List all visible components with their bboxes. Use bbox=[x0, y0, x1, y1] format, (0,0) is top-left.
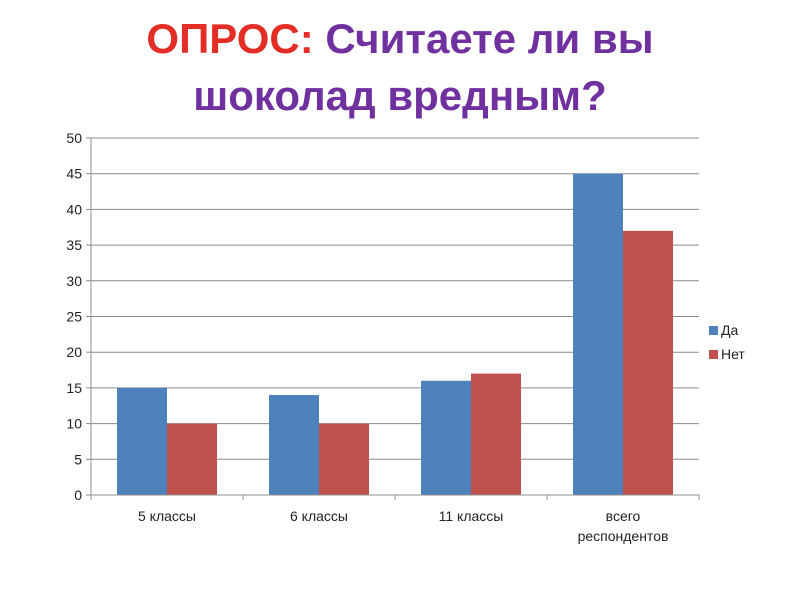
y-tick-label: 5 bbox=[74, 451, 82, 467]
x-tick-label: всего респондентов bbox=[578, 508, 669, 544]
axes bbox=[86, 137, 700, 500]
y-tick-label: 40 bbox=[66, 201, 82, 217]
title-line-1-text: Считаете ли вы bbox=[325, 15, 654, 62]
bar-no-3 bbox=[623, 230, 673, 495]
legend-swatch-yes bbox=[709, 326, 718, 335]
y-tick-label: 50 bbox=[66, 130, 82, 146]
y-tick-label: 20 bbox=[66, 344, 82, 360]
title-prefix: ОПРОС: bbox=[146, 15, 314, 62]
y-axis-tick-labels: 0 5 10 15 20 25 30 35 40 45 50 bbox=[66, 130, 82, 503]
y-tick-label: 30 bbox=[66, 273, 82, 289]
legend-label-no: Нет bbox=[721, 346, 745, 362]
x-tick-label: 6 классы bbox=[290, 508, 348, 524]
legend: Да Нет bbox=[709, 322, 745, 362]
y-tick-label: 35 bbox=[66, 237, 82, 253]
bar-yes-0 bbox=[117, 387, 167, 495]
y-tick-label: 10 bbox=[66, 416, 82, 432]
bars bbox=[117, 173, 673, 495]
bar-yes-3 bbox=[573, 173, 623, 495]
legend-label-yes: Да bbox=[721, 322, 738, 338]
y-tick-label: 25 bbox=[66, 309, 82, 325]
x-tick-label: 11 классы bbox=[439, 508, 504, 524]
x-tick-label: 5 классы bbox=[138, 508, 196, 524]
legend-swatch-no bbox=[709, 350, 718, 359]
bar-no-2 bbox=[471, 373, 521, 495]
slide-title: ОПРОС: Считаете ли вы шоколад вредным? bbox=[0, 10, 800, 124]
title-line-2: шоколад вредным? bbox=[193, 72, 607, 119]
y-tick-label: 0 bbox=[74, 487, 82, 503]
title-line-1: ОПРОС: Считаете ли вы bbox=[0, 10, 800, 67]
x-axis-tick-labels: 5 классы 6 классы 11 классы всего респондент… bbox=[138, 508, 668, 544]
bar-yes-1 bbox=[269, 395, 319, 495]
bar-yes-2 bbox=[421, 380, 471, 495]
bar-no-0 bbox=[167, 423, 217, 495]
y-tick-label: 45 bbox=[66, 166, 82, 182]
y-tick-label: 15 bbox=[66, 380, 82, 396]
bar-no-1 bbox=[319, 423, 369, 495]
